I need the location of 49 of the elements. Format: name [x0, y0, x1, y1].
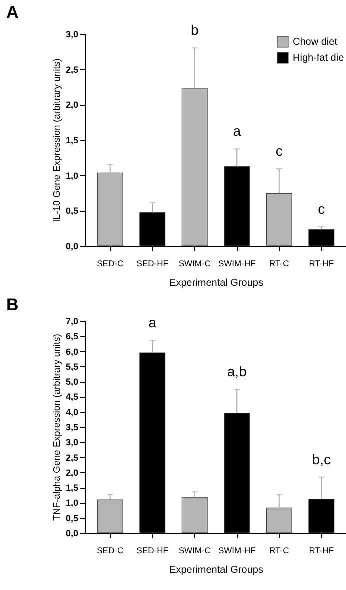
- y-tick-label: 2,0: [66, 468, 78, 478]
- y-tick-label: 2,0: [66, 100, 78, 110]
- y-tick-label: 7,0: [66, 316, 78, 326]
- x-axis-title: Experimental Groups: [170, 278, 264, 289]
- y-tick-label: 4,0: [66, 407, 78, 418]
- y-tick-label: 2,5: [66, 452, 78, 463]
- x-tick-label: SED-HF: [136, 258, 168, 268]
- annotation: a,b: [227, 364, 248, 380]
- x-tick-label: SED-C: [97, 546, 124, 556]
- y-tick-label: 3,0: [66, 30, 78, 40]
- x-tick-label: SWIM-C: [178, 258, 211, 268]
- y-tick-label: 1,5: [66, 136, 78, 146]
- annotation: a: [148, 314, 157, 331]
- chart-title: A: [6, 3, 19, 22]
- x-tick-label: RT-HF: [309, 546, 334, 556]
- y-axis-title: TNF-alpha Gene Expression (arbitrary units): [52, 334, 63, 521]
- legend-label: Chow diet: [293, 37, 338, 48]
- y-tick-label: 1,0: [66, 498, 78, 508]
- y-tick-label: 3,0: [66, 438, 78, 448]
- y-tick-label: 0,5: [66, 513, 78, 524]
- x-tick-label: SWIM-HF: [218, 546, 256, 556]
- y-axis-title: IL-10 Gene Expression (arbitrary units): [52, 58, 63, 222]
- x-tick-label: RT-C: [270, 258, 290, 268]
- annotation: c: [276, 142, 283, 159]
- y-tick-label: 5,0: [66, 377, 78, 388]
- x-tick-label: SWIM-C: [178, 546, 211, 556]
- y-tick-label: 1,0: [66, 170, 78, 181]
- y-tick-label: 0,0: [66, 242, 78, 252]
- annotation: b,c: [312, 451, 331, 468]
- legend-label: High-fat die: [293, 53, 345, 64]
- annotation: a: [233, 123, 242, 140]
- x-tick-label: SED-HF: [136, 546, 168, 556]
- annotation: c: [318, 200, 326, 217]
- y-tick-label: 5,5: [66, 362, 78, 372]
- chart-title: B: [6, 296, 19, 315]
- y-tick-label: 6,0: [66, 346, 78, 357]
- x-tick-label: SED-C: [97, 258, 124, 268]
- x-tick-label: RT-C: [270, 546, 290, 556]
- y-tick-label: 4,5: [66, 392, 78, 402]
- y-tick-label: 2,5: [66, 64, 78, 75]
- y-tick-label: 3,5: [66, 422, 78, 432]
- x-tick-label: SWIM-HF: [218, 258, 256, 268]
- y-tick-label: 6,5: [66, 332, 78, 342]
- x-axis-title: Experimental Groups: [170, 565, 264, 576]
- y-tick-label: 0,0: [66, 528, 78, 538]
- x-tick-label: RT-HF: [309, 258, 334, 268]
- y-tick-label: 1,5: [66, 483, 78, 494]
- y-tick-label: 0,5: [66, 206, 78, 216]
- annotation: b: [190, 22, 199, 38]
